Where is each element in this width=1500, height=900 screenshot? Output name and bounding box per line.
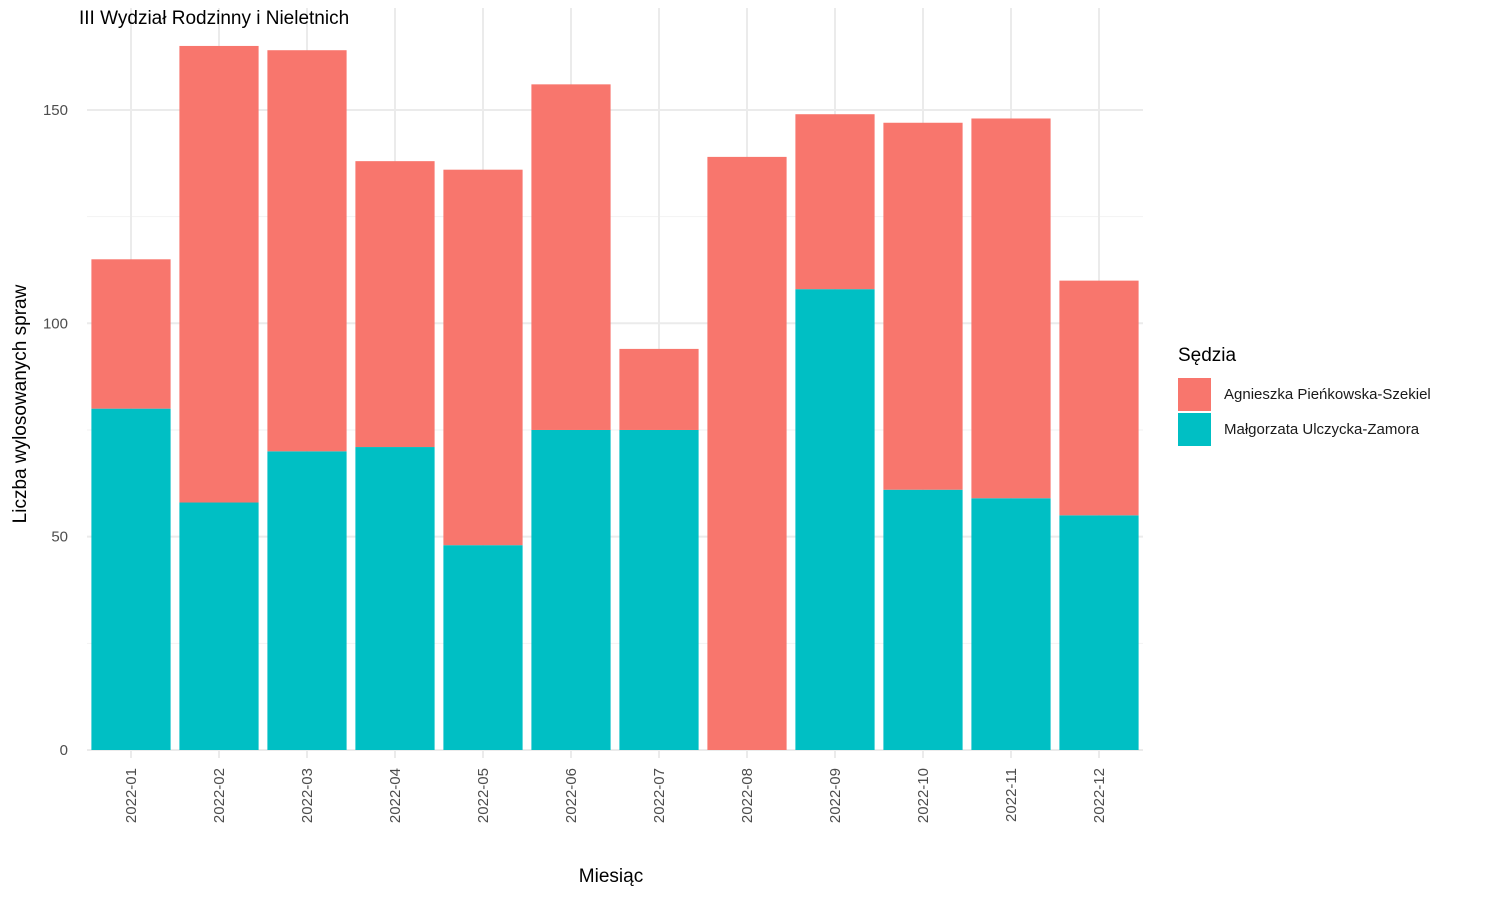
bar-malgorzata-2022-01	[91, 408, 171, 750]
y-tick-label: 50	[51, 529, 68, 546]
bar-agnieszka-2022-06	[531, 84, 611, 430]
legend-label-malgorzata: Małgorzata Ulczycka-Zamora	[1224, 421, 1420, 438]
legend-title: Sędzia	[1178, 345, 1237, 366]
bar-malgorzata-2022-06	[531, 429, 611, 750]
x-tick-label: 2022-07	[651, 768, 668, 823]
legend-item-malgorzata: Małgorzata Ulczycka-Zamora	[1178, 412, 1431, 447]
bar-agnieszka-2022-10	[883, 122, 963, 490]
bar-agnieszka-2022-02	[179, 45, 259, 503]
bar-malgorzata-2022-10	[883, 489, 963, 750]
bar-agnieszka-2022-04	[355, 161, 435, 448]
bar-malgorzata-2022-05	[443, 545, 523, 750]
bar-agnieszka-2022-09	[795, 114, 875, 290]
bar-malgorzata-2022-02	[179, 502, 259, 750]
bar-agnieszka-2022-11	[971, 118, 1051, 499]
x-tick-label: 2022-12	[1091, 768, 1108, 823]
chart-title: III Wydział Rodzinny i Nieletnich	[79, 8, 350, 29]
bar-agnieszka-2022-08	[707, 156, 787, 751]
bar-malgorzata-2022-09	[795, 289, 875, 750]
bar-agnieszka-2022-01	[91, 259, 171, 409]
x-tick-label: 2022-01	[123, 768, 140, 823]
bar-agnieszka-2022-12	[1059, 280, 1139, 516]
y-tick-label: 150	[43, 102, 68, 119]
bar-malgorzata-2022-03	[267, 451, 347, 750]
legend-label-agnieszka: Agnieszka Pieńkowska-Szekiel	[1224, 386, 1431, 403]
x-tick-label: 2022-04	[387, 768, 404, 823]
y-axis-label: Liczba wylosowanych spraw	[10, 284, 31, 524]
legend-key-malgorzata	[1178, 413, 1211, 446]
y-tick-label: 0	[60, 742, 68, 759]
bar-malgorzata-2022-11	[971, 498, 1051, 750]
legend-key-agnieszka	[1178, 378, 1211, 411]
x-tick-label: 2022-08	[739, 768, 756, 823]
x-tick-label: 2022-10	[915, 768, 932, 823]
legend: Sędzia Agnieszka Pieńkowska-Szekiel Małg…	[1178, 345, 1431, 447]
x-tick-label: 2022-11	[1003, 768, 1020, 822]
bar-malgorzata-2022-12	[1059, 515, 1139, 750]
x-tick-label: 2022-09	[827, 768, 844, 823]
y-tick-label: 100	[43, 315, 68, 332]
bar-malgorzata-2022-04	[355, 447, 435, 750]
bar-agnieszka-2022-05	[443, 169, 523, 546]
x-tick-label: 2022-02	[211, 768, 228, 823]
x-axis-label: Miesiąc	[578, 866, 644, 887]
x-tick-label: 2022-03	[299, 768, 316, 823]
bar-agnieszka-2022-07	[619, 348, 699, 430]
bar-malgorzata-2022-07	[619, 429, 699, 750]
x-tick-label: 2022-05	[475, 768, 492, 823]
legend-item-agnieszka: Agnieszka Pieńkowska-Szekiel	[1178, 377, 1431, 412]
bar-agnieszka-2022-03	[267, 50, 347, 452]
x-tick-label: 2022-06	[563, 768, 580, 823]
